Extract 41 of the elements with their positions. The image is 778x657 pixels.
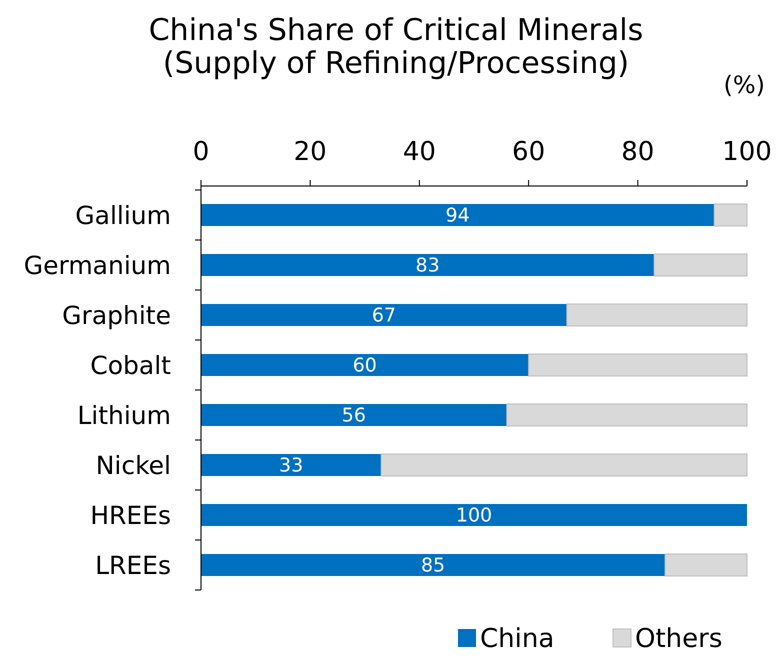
x-tick-label: 0	[192, 137, 210, 167]
bar	[201, 554, 666, 576]
data-label: 94	[446, 204, 470, 227]
x-tick-label: 20	[294, 137, 327, 167]
bar	[664, 554, 748, 576]
bar	[506, 404, 748, 426]
y-tick-label: Gallium	[75, 200, 171, 230]
text: (%)	[723, 71, 765, 99]
bar	[528, 354, 748, 376]
x-tick-label: 80	[621, 137, 654, 167]
legend-label: China	[480, 624, 554, 654]
data-label: 56	[342, 404, 366, 427]
bar	[566, 304, 748, 326]
y-tick-label: Germanium	[24, 250, 171, 280]
y-tick-label: Nickel	[96, 450, 171, 480]
bar	[201, 304, 567, 326]
data-label: 60	[352, 354, 377, 377]
legend-label: Others	[635, 624, 722, 654]
bar	[201, 404, 507, 426]
y-tick-label: HREEs	[90, 500, 171, 530]
bar	[201, 504, 747, 526]
y-tick-label: Cobalt	[90, 350, 172, 380]
y-tick-label: LREEs	[95, 550, 171, 580]
bar	[201, 454, 382, 476]
data-label: 33	[278, 454, 304, 477]
data-label: 100	[456, 504, 492, 527]
bar	[201, 354, 529, 376]
x-tick-label: 100	[722, 137, 772, 167]
x-tick-label: 60	[512, 137, 546, 167]
bar	[380, 454, 748, 476]
bar	[201, 204, 714, 226]
data-label: 83	[415, 254, 440, 277]
bar	[201, 254, 654, 276]
chart-title: China's Share of Critical Minerals (Supply of Refining/Processing)	[148, 13, 644, 81]
y-tick-label: Lithium	[77, 400, 171, 430]
y-tick-label: Graphite	[62, 300, 171, 330]
bar	[714, 204, 748, 226]
x-tick-label: 40	[402, 137, 436, 167]
data-label: 67	[372, 304, 396, 327]
data-label: 85	[420, 554, 446, 577]
bar	[654, 254, 748, 276]
